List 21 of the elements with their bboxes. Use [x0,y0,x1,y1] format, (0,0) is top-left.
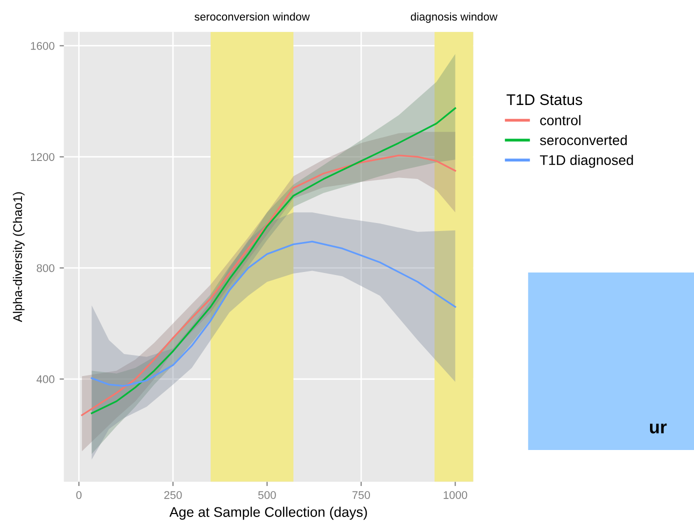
band-label: diagnosis window [410,12,498,23]
line-series [81,154,456,416]
y-tick-label: 1200 [30,153,54,161]
x-tick-label: 250 [164,491,182,499]
x-tick-label: 0 [76,491,82,499]
line-series [90,107,456,414]
y-tick-label: 1600 [30,42,54,50]
line-series [90,240,456,387]
legend-title: T1D Status [506,94,582,106]
y-tick-label: 400 [36,375,54,384]
y-axis-title: Alpha-diversity (Chao1) [12,192,25,322]
band-label: seroconversion window [194,12,310,21]
x-axis-title: Age at Sample Collection (days) [169,506,367,520]
legend-label: T1D diagnosed [540,154,633,168]
x-tick-label: 1000 [444,491,468,499]
text: ur [650,424,667,434]
x-tick-label: 750 [352,491,370,499]
y-tick-label: 800 [36,264,54,272]
legend-label: seroconverted [540,134,627,146]
x-tick-label: 500 [258,491,276,499]
legend-label: control [540,115,580,126]
